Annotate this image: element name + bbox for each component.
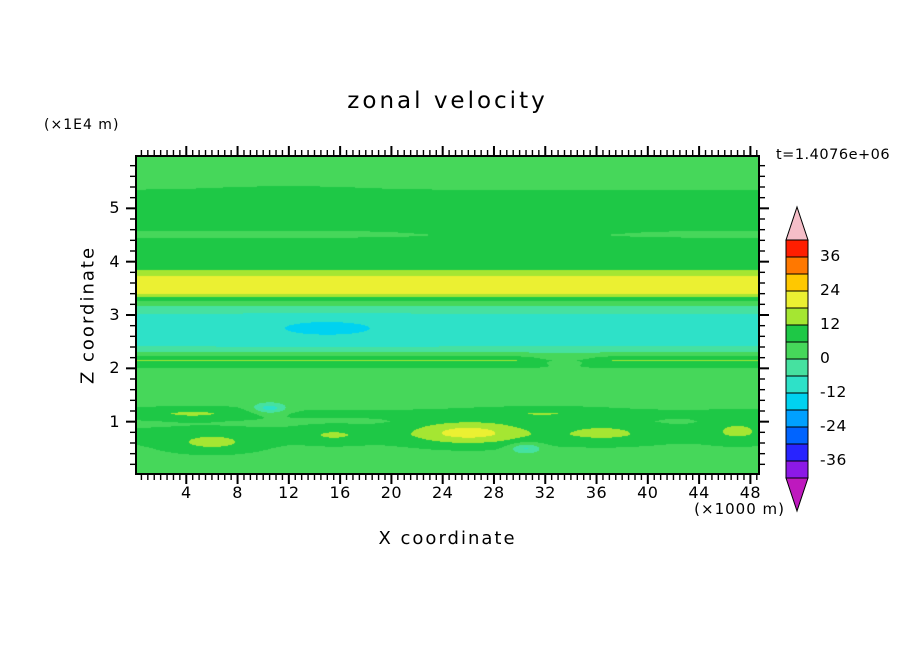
x-tick-label: 48 — [739, 483, 762, 502]
x-tick-label: 12 — [278, 483, 300, 502]
colorbar-tick-label: 0 — [820, 349, 831, 367]
colorbar-tick-label: 12 — [820, 315, 841, 333]
x-axis-unit-label: (×1000 m) — [694, 500, 785, 518]
plot-frame — [135, 155, 760, 475]
x-tick-label: 20 — [380, 483, 403, 502]
y-tick-label: 2 — [109, 358, 120, 378]
x-tick-label: 32 — [534, 483, 556, 502]
colorbar-tick-label: -12 — [820, 383, 847, 401]
chart-title: zonal velocity — [347, 88, 548, 114]
colorbar-under-arrow — [785, 477, 809, 513]
colorbar-tick-label: 36 — [820, 247, 841, 265]
contour-plot-canvas — [135, 155, 760, 475]
x-tick-label: 28 — [483, 483, 505, 502]
colorbar-tick-label: 24 — [820, 281, 841, 299]
y-axis-unit-label: (×1E4 m) — [44, 117, 120, 133]
y-tick-label: 5 — [109, 198, 120, 218]
x-tick-label: 44 — [688, 483, 710, 502]
x-tick-label: 36 — [585, 483, 608, 502]
x-tick-label: 8 — [232, 483, 243, 502]
x-tick-label: 4 — [180, 483, 192, 502]
time-annotation: t=1.4076e+06 — [776, 147, 891, 163]
x-tick-label: 24 — [432, 483, 454, 502]
y-tick-label: 1 — [109, 411, 120, 431]
colorbar-tick-label: -24 — [820, 417, 847, 435]
y-tick-label: 3 — [109, 305, 120, 324]
colorbar-tick-label: -36 — [820, 451, 847, 469]
x-tick-label: 40 — [637, 483, 659, 502]
y-tick-label: 4 — [109, 251, 120, 271]
x-tick-label: 16 — [329, 483, 351, 502]
colorbar-over-arrow — [785, 205, 809, 241]
x-axis-title: X coordinate — [378, 528, 517, 549]
